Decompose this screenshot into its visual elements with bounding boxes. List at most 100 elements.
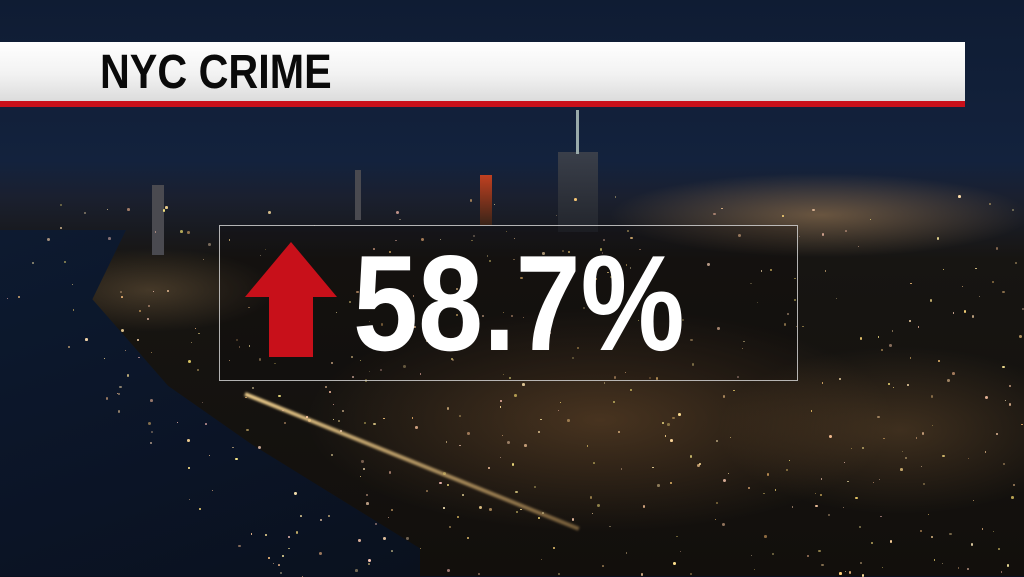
city-light xyxy=(839,572,842,575)
city-light xyxy=(561,249,564,253)
city-light xyxy=(992,531,994,532)
city-light xyxy=(319,519,322,521)
city-light xyxy=(791,506,794,508)
city-light xyxy=(638,248,641,251)
skyscraper xyxy=(558,152,598,232)
city-light xyxy=(363,421,366,424)
city-light xyxy=(698,463,701,466)
city-light xyxy=(413,325,416,328)
city-light xyxy=(549,332,552,334)
city-light xyxy=(877,415,880,419)
skyscraper xyxy=(355,170,361,220)
city-light xyxy=(870,218,872,220)
city-light xyxy=(949,532,952,536)
city-light xyxy=(763,492,765,495)
city-light xyxy=(697,463,701,467)
city-light xyxy=(126,374,130,378)
city-light xyxy=(877,336,879,338)
city-light xyxy=(963,310,967,313)
city-light xyxy=(106,208,109,211)
city-light xyxy=(500,399,503,402)
city-light xyxy=(232,446,234,448)
city-light xyxy=(368,370,370,372)
city-light xyxy=(679,551,682,553)
city-light xyxy=(843,506,845,508)
city-light xyxy=(721,207,723,210)
city-light xyxy=(150,351,152,353)
city-light xyxy=(844,230,847,233)
city-light xyxy=(121,295,124,298)
city-light xyxy=(786,469,789,472)
city-light xyxy=(848,571,852,574)
city-light xyxy=(1004,400,1006,402)
city-light xyxy=(596,504,600,508)
city-light xyxy=(788,460,790,462)
city-light xyxy=(870,541,874,545)
city-light xyxy=(1011,496,1015,500)
city-light xyxy=(820,478,823,480)
city-light xyxy=(586,444,589,447)
city-light xyxy=(760,270,763,272)
city-light xyxy=(204,423,207,426)
city-light xyxy=(189,499,191,501)
city-light xyxy=(689,572,692,575)
city-light xyxy=(910,282,912,284)
city-light xyxy=(108,236,111,240)
city-light xyxy=(471,239,474,242)
skyscraper-spire xyxy=(576,110,579,154)
city-light xyxy=(649,344,652,348)
city-light xyxy=(640,573,644,577)
skyscraper xyxy=(152,185,164,255)
city-light xyxy=(150,399,154,402)
city-light xyxy=(211,489,214,492)
city-light xyxy=(806,555,810,558)
city-light xyxy=(116,393,118,395)
city-light xyxy=(889,540,893,543)
city-light xyxy=(946,379,950,382)
city-light xyxy=(737,376,739,378)
city-light xyxy=(288,536,291,539)
city-light xyxy=(507,440,510,444)
city-light xyxy=(972,499,975,501)
city-light xyxy=(330,453,334,457)
city-light xyxy=(248,306,250,309)
city-light xyxy=(146,317,149,320)
city-light xyxy=(669,481,673,485)
city-light xyxy=(647,313,651,317)
city-light xyxy=(795,325,797,327)
city-light xyxy=(747,486,751,489)
city-light xyxy=(572,518,575,521)
city-light xyxy=(478,573,481,576)
arrow-up-icon xyxy=(245,242,337,357)
city-light xyxy=(602,252,604,254)
city-light xyxy=(1011,208,1014,211)
city-light xyxy=(793,299,796,301)
city-light xyxy=(341,409,345,413)
city-light xyxy=(957,195,961,199)
city-light xyxy=(413,295,415,297)
city-light xyxy=(552,547,555,550)
city-light xyxy=(829,434,832,438)
city-light xyxy=(268,211,271,214)
city-light xyxy=(861,446,864,449)
city-light xyxy=(395,211,399,215)
city-light xyxy=(716,502,719,505)
city-light xyxy=(278,563,281,566)
city-light xyxy=(162,209,166,212)
city-light xyxy=(642,505,646,508)
city-light xyxy=(356,290,359,293)
city-light xyxy=(750,283,752,285)
city-light xyxy=(753,568,756,571)
city-light xyxy=(59,203,63,207)
city-light xyxy=(429,310,433,314)
city-light xyxy=(127,208,130,211)
city-light xyxy=(18,295,21,298)
city-light xyxy=(609,525,612,528)
city-light xyxy=(425,339,428,342)
city-light xyxy=(389,250,392,253)
city-light xyxy=(590,296,594,299)
city-light xyxy=(559,401,561,404)
city-light xyxy=(350,355,354,358)
city-light xyxy=(467,536,470,539)
city-light xyxy=(513,259,515,261)
